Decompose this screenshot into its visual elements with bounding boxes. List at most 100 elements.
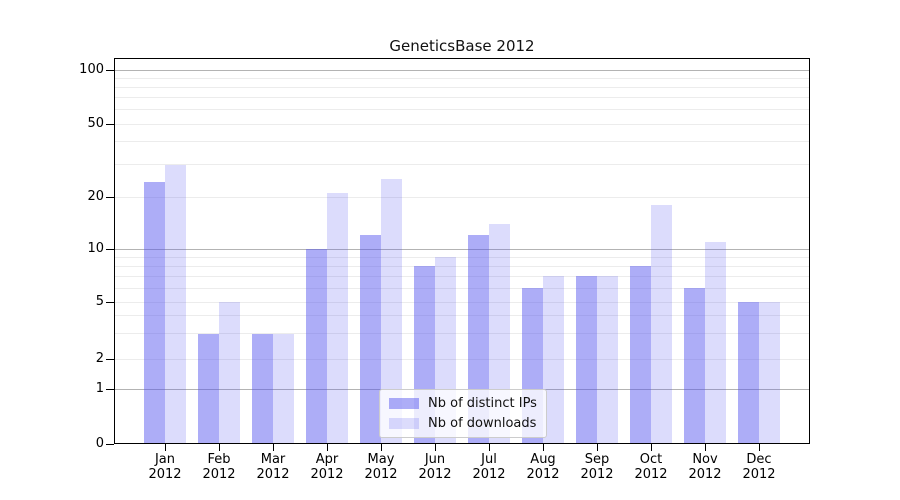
x-tick-mark-jan — [164, 444, 166, 451]
y-tick-label-20: 20 — [87, 189, 104, 204]
x-tick-label-oct: Oct 2012 — [611, 452, 691, 482]
x-tick-month: Mar — [260, 452, 286, 467]
x-tick-year: 2012 — [472, 467, 506, 482]
x-tick-month: Sep — [584, 452, 610, 467]
y-tick-label-10: 10 — [87, 241, 104, 256]
x-tick-mark-dec — [758, 444, 760, 451]
bar-nb-of-distinct-ips-mar — [252, 333, 273, 444]
bar-nb-of-downloads-dec — [759, 302, 780, 444]
x-tick-mark-sep — [596, 444, 598, 451]
bar-nb-of-distinct-ips-dec — [738, 302, 759, 444]
gridline-minor-50 — [115, 123, 809, 125]
y-tick-label-50: 50 — [87, 116, 104, 131]
x-tick-label-aug: Aug 2012 — [503, 452, 583, 482]
bar-nb-of-downloads-jan — [165, 164, 186, 444]
gridline-minor-3 — [115, 333, 809, 335]
bar-nb-of-downloads-nov — [705, 241, 726, 444]
gridline-minor-2 — [115, 358, 809, 360]
y-tick-label-0: 0 — [95, 436, 104, 451]
x-tick-label-jan: Jan 2012 — [125, 452, 205, 482]
x-tick-label-dec: Dec 2012 — [719, 452, 799, 482]
x-tick-year: 2012 — [688, 467, 722, 482]
x-tick-label-mar: Mar 2012 — [233, 452, 313, 482]
gridline-major-100 — [115, 69, 809, 71]
gridline-minor-7 — [115, 275, 809, 277]
bar-nb-of-downloads-aug — [543, 276, 564, 444]
x-tick-year: 2012 — [634, 467, 668, 482]
chart-title: GeneticsBase 2012 — [389, 37, 535, 55]
y-tick-mark-5 — [106, 301, 114, 303]
x-tick-label-jun: Jun 2012 — [395, 452, 475, 482]
x-tick-year: 2012 — [148, 467, 182, 482]
y-tick-label-5: 5 — [95, 294, 104, 309]
x-tick-mark-jul — [488, 444, 490, 451]
x-tick-label-may: May 2012 — [341, 452, 421, 482]
y-tick-label-2: 2 — [95, 351, 104, 366]
legend-row-downloads: Nb of downloads — [389, 416, 537, 431]
x-tick-year: 2012 — [526, 467, 560, 482]
x-tick-year: 2012 — [580, 467, 614, 482]
bar-nb-of-downloads-apr — [327, 193, 348, 444]
gridline-minor-40 — [115, 141, 809, 143]
x-tick-year: 2012 — [364, 467, 398, 482]
x-tick-month: Dec — [746, 452, 772, 467]
y-tick-mark-10 — [106, 248, 114, 250]
y-tick-mark-2 — [106, 358, 114, 360]
gridline-minor-8 — [115, 265, 809, 267]
y-tick-label-1: 1 — [95, 381, 104, 396]
x-tick-label-sep: Sep 2012 — [557, 452, 637, 482]
y-tick-mark-20 — [106, 196, 114, 198]
x-tick-label-nov: Nov 2012 — [665, 452, 745, 482]
y-tick-mark-100 — [106, 69, 114, 71]
x-tick-mark-feb — [218, 444, 220, 451]
gridline-minor-4 — [115, 315, 809, 317]
bar-nb-of-downloads-may — [381, 179, 402, 444]
x-tick-year: 2012 — [310, 467, 344, 482]
gridline-minor-80 — [115, 86, 809, 88]
x-tick-mark-nov — [704, 444, 706, 451]
x-tick-month: Jul — [481, 452, 497, 467]
x-tick-year: 2012 — [418, 467, 452, 482]
legend-label-downloads: Nb of downloads — [428, 416, 537, 431]
x-tick-mark-aug — [542, 444, 544, 451]
bar-nb-of-distinct-ips-nov — [684, 288, 705, 444]
bar-nb-of-distinct-ips-may — [360, 235, 381, 444]
gridline-minor-9 — [115, 256, 809, 258]
x-tick-month: Aug — [530, 452, 556, 467]
x-tick-mark-oct — [650, 444, 652, 451]
x-tick-month: Jan — [154, 452, 176, 467]
y-tick-mark-0 — [106, 443, 114, 445]
gridline-minor-60 — [115, 109, 809, 111]
y-tick-label-100: 100 — [79, 62, 104, 77]
x-tick-month: Oct — [639, 452, 663, 467]
legend: Nb of distinct IPs Nb of downloads — [379, 389, 547, 438]
x-tick-label-jul: Jul 2012 — [449, 452, 529, 482]
x-tick-month: Apr — [315, 452, 339, 467]
gridline-minor-70 — [115, 97, 809, 99]
bar-nb-of-downloads-feb — [219, 302, 240, 444]
bar-nb-of-distinct-ips-oct — [630, 266, 651, 444]
gridline-minor-90 — [115, 77, 809, 79]
x-tick-year: 2012 — [202, 467, 236, 482]
gridline-major-10 — [115, 248, 809, 250]
bar-nb-of-downloads-mar — [273, 333, 294, 444]
x-tick-mark-mar — [272, 444, 274, 451]
x-tick-month: May — [367, 452, 395, 467]
legend-swatch-distinct-ips — [389, 398, 419, 409]
legend-label-distinct-ips: Nb of distinct IPs — [428, 396, 537, 411]
x-tick-month: Jun — [424, 452, 446, 467]
x-tick-mark-apr — [326, 444, 328, 451]
x-tick-year: 2012 — [742, 467, 776, 482]
gridline-minor-5 — [115, 301, 809, 303]
y-tick-mark-1 — [106, 388, 114, 390]
bar-nb-of-downloads-oct — [651, 204, 672, 444]
gridline-minor-30 — [115, 164, 809, 166]
x-tick-month: Feb — [207, 452, 231, 467]
x-tick-mark-jun — [434, 444, 436, 451]
legend-swatch-downloads — [389, 418, 419, 429]
x-tick-label-feb: Feb 2012 — [179, 452, 259, 482]
y-tick-mark-50 — [106, 123, 114, 125]
legend-row-distinct-ips: Nb of distinct IPs — [389, 396, 537, 411]
x-tick-mark-may — [380, 444, 382, 451]
bar-nb-of-downloads-jul — [489, 223, 510, 444]
